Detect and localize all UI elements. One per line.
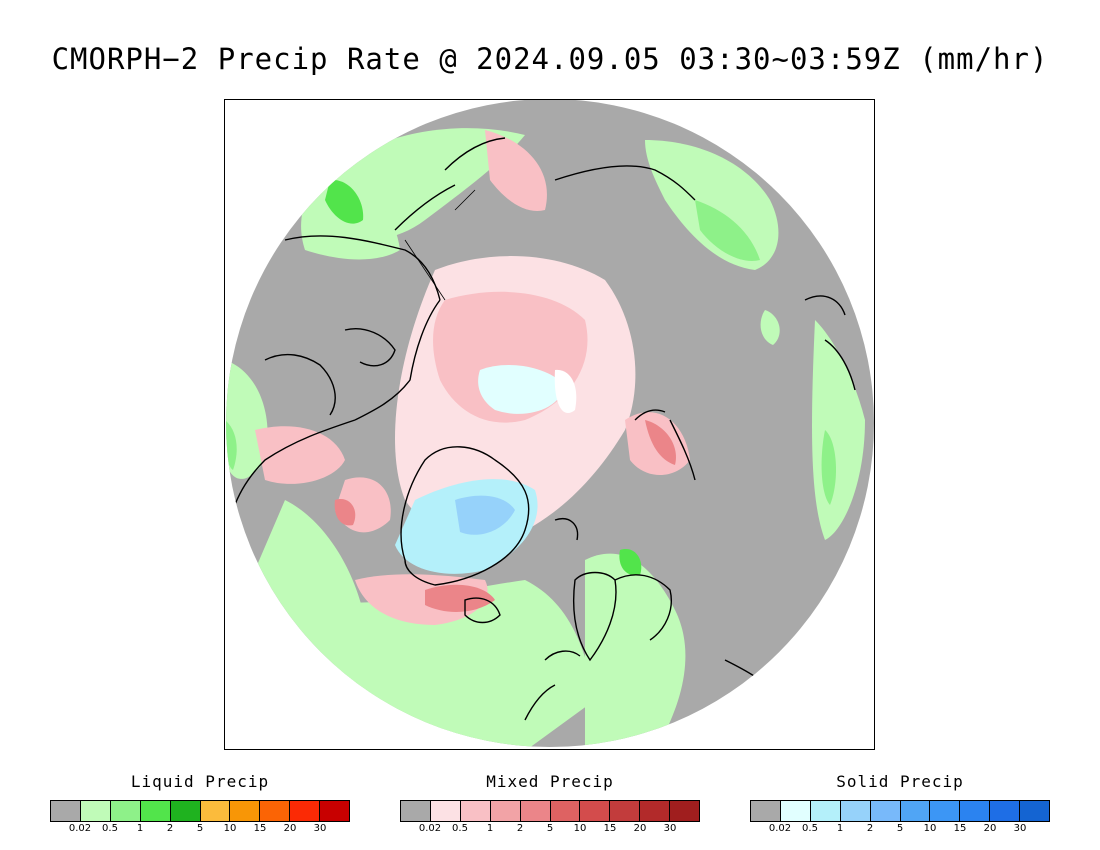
legend-swatch xyxy=(640,801,671,821)
legend-swatch xyxy=(80,801,111,821)
legend-swatch xyxy=(930,801,961,821)
legend-swatch xyxy=(320,801,350,821)
legend-swatch xyxy=(840,801,871,821)
legend-swatch xyxy=(520,801,551,821)
legend-title: Liquid Precip xyxy=(130,772,270,791)
legend-title: Solid Precip xyxy=(836,772,964,791)
legend-swatch xyxy=(900,801,931,821)
precip-map-svg xyxy=(226,100,874,747)
legend-swatch xyxy=(170,801,201,821)
legend-swatch xyxy=(200,801,231,821)
legend-liquid: Liquid Precip 0.02 0.5 1 2 5 10 15 20 30 xyxy=(50,772,350,837)
legend-swatch xyxy=(490,801,521,821)
legend-tick-label: 5 xyxy=(546,823,554,834)
legend-swatch xyxy=(990,801,1021,821)
legend-ticks: 0.02 0.5 1 2 5 10 15 20 30 xyxy=(400,823,700,837)
legend-swatch xyxy=(870,801,901,821)
legend-swatch xyxy=(751,801,781,821)
legend-tick-label: 2 xyxy=(866,823,874,834)
legend-tick-label: 1 xyxy=(836,823,844,834)
liquid-precip-moderate xyxy=(226,179,837,576)
legend-swatch xyxy=(290,801,321,821)
legend-tick-label: 0.02 xyxy=(68,823,92,834)
legend-swatch xyxy=(401,801,431,821)
map-title: CMORPH−2 Precip Rate @ 2024.09.05 03:30~… xyxy=(51,42,1049,76)
legend-tick-label: 15 xyxy=(953,823,967,834)
legend-tick-label: 20 xyxy=(633,823,647,834)
legend-tick-label: 1 xyxy=(136,823,144,834)
legend-tick-label: 30 xyxy=(1013,823,1027,834)
legend-swatch xyxy=(670,801,700,821)
legend-colorbar xyxy=(50,800,350,822)
legend-mixed: Mixed Precip 0.02 0.5 1 2 5 10 15 20 30 xyxy=(400,772,700,837)
legend-tick-label: 30 xyxy=(663,823,677,834)
legend-swatch xyxy=(1020,801,1050,821)
legend-tick-label: 5 xyxy=(196,823,204,834)
legend-tick-label: 15 xyxy=(253,823,267,834)
legend-ticks: 0.02 0.5 1 2 5 10 15 20 30 xyxy=(750,823,1050,837)
legend-swatch xyxy=(430,801,461,821)
precip-map[interactable] xyxy=(224,99,875,750)
solid-precip-areas xyxy=(395,365,577,574)
legend-tick-label: 0.5 xyxy=(802,823,818,834)
coastlines xyxy=(229,137,856,721)
legend-swatch xyxy=(230,801,261,821)
legend-swatch xyxy=(110,801,141,821)
legend-tick-label: 10 xyxy=(223,823,237,834)
legend-swatch xyxy=(610,801,641,821)
legend-solid: Solid Precip 0.02 0.5 1 2 5 10 15 20 30 xyxy=(750,772,1050,837)
legend-tick-label: 20 xyxy=(283,823,297,834)
legend-tick-label: 2 xyxy=(166,823,174,834)
legend-tick-label: 0.5 xyxy=(102,823,118,834)
legend-tick-label: 10 xyxy=(573,823,587,834)
legend-colorbar xyxy=(400,800,700,822)
legend-swatch xyxy=(140,801,171,821)
legend-swatch xyxy=(51,801,81,821)
legend-tick-label: 30 xyxy=(313,823,327,834)
legend-swatch xyxy=(960,801,991,821)
legend-tick-label: 5 xyxy=(896,823,904,834)
legend-colorbar xyxy=(750,800,1050,822)
legend-tick-label: 0.5 xyxy=(452,823,468,834)
legend-swatch xyxy=(260,801,291,821)
legend-swatch xyxy=(810,801,841,821)
legend-tick-label: 2 xyxy=(516,823,524,834)
legend-tick-label: 10 xyxy=(923,823,937,834)
legend-tick-label: 20 xyxy=(983,823,997,834)
legend-swatch xyxy=(780,801,811,821)
legend-title: Mixed Precip xyxy=(486,772,614,791)
legend-swatch xyxy=(460,801,491,821)
legend-tick-label: 1 xyxy=(486,823,494,834)
legend-tick-label: 0.02 xyxy=(418,823,442,834)
legend-swatch xyxy=(580,801,611,821)
legend-swatch xyxy=(550,801,581,821)
legend-ticks: 0.02 0.5 1 2 5 10 15 20 30 xyxy=(50,823,350,837)
legend-tick-label: 0.02 xyxy=(768,823,792,834)
legend-tick-label: 15 xyxy=(603,823,617,834)
